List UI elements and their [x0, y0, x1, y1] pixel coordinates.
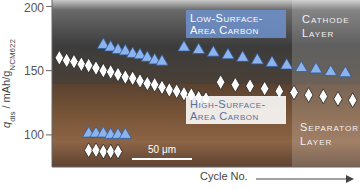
svg-text:100: 100 [24, 128, 44, 142]
svg-text:qdis / mAh/gNCM622: qdis / mAh/gNCM622 [8, 39, 17, 128]
svg-text:200: 200 [24, 1, 44, 15]
svg-text:150: 150 [24, 64, 44, 78]
